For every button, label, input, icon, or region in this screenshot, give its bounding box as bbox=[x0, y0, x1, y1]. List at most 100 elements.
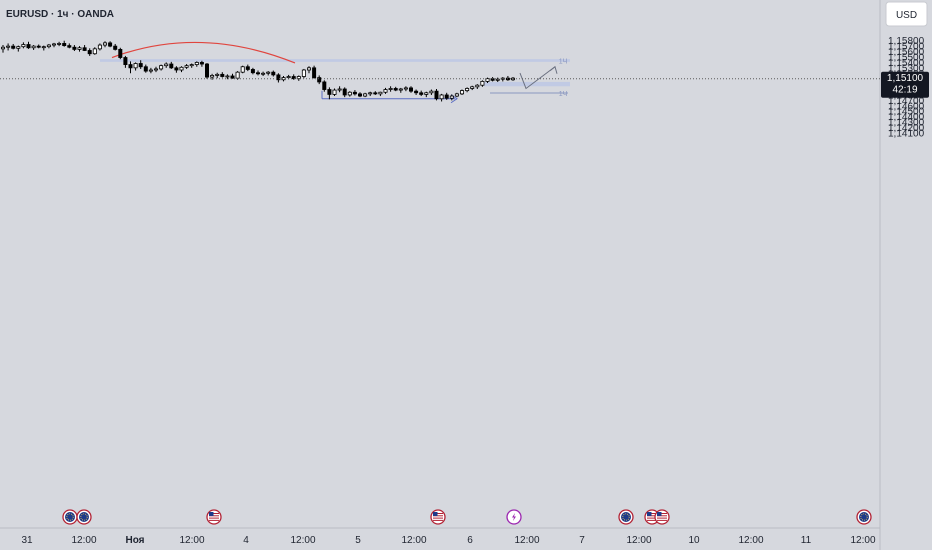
currency-button-box[interactable] bbox=[885, 1, 928, 27]
candle bbox=[327, 87, 332, 100]
current-price-label: 1,15100 bbox=[887, 73, 924, 84]
candle-body-down bbox=[434, 90, 439, 100]
arc-drawing[interactable] bbox=[111, 41, 296, 64]
candle bbox=[128, 61, 133, 74]
candle bbox=[368, 91, 373, 97]
price-tick-label: 1,14400 bbox=[888, 112, 925, 123]
candle bbox=[347, 91, 352, 97]
flash-event-icon[interactable] bbox=[506, 509, 522, 525]
candle-body-up bbox=[332, 89, 337, 95]
candle bbox=[21, 42, 26, 49]
currency-button-label[interactable]: USD bbox=[896, 10, 917, 21]
candle-body-up bbox=[480, 81, 485, 86]
candle bbox=[199, 60, 204, 67]
candle bbox=[424, 91, 429, 98]
candle-body-up bbox=[266, 71, 271, 74]
candle-body-up bbox=[398, 88, 403, 91]
candle bbox=[266, 71, 271, 76]
candle bbox=[337, 86, 342, 93]
candle bbox=[332, 88, 337, 97]
candle bbox=[271, 70, 276, 77]
candle-body-down bbox=[419, 92, 424, 95]
candle bbox=[204, 62, 209, 79]
time-tick-label: 12:00 bbox=[738, 535, 763, 546]
candle bbox=[342, 87, 347, 98]
lower-zone[interactable] bbox=[484, 81, 570, 87]
candle bbox=[470, 85, 475, 91]
eu-event-icon[interactable] bbox=[856, 509, 872, 525]
time-axis-bg bbox=[0, 528, 880, 550]
candle-body-down bbox=[123, 57, 128, 65]
drawings-layer: 1Ч 1Ч bbox=[100, 41, 570, 104]
price-tick-label: 1,15600 bbox=[888, 47, 925, 58]
eu-event-icon[interactable] bbox=[76, 509, 92, 525]
us-event-icon[interactable] bbox=[206, 509, 222, 525]
candle bbox=[388, 86, 393, 92]
candle-body-down bbox=[255, 72, 260, 75]
candle bbox=[179, 66, 184, 73]
current-price-box bbox=[881, 71, 929, 98]
candle-body-down bbox=[26, 44, 31, 49]
candle-body-up bbox=[429, 90, 434, 94]
candle bbox=[276, 73, 281, 83]
candle bbox=[352, 90, 357, 96]
candle bbox=[133, 62, 138, 71]
price-tick-label: 1,15700 bbox=[888, 42, 925, 53]
candle bbox=[31, 45, 36, 50]
us-event-icon[interactable] bbox=[654, 509, 670, 525]
forecast-arrow[interactable] bbox=[519, 66, 556, 90]
candle bbox=[245, 64, 250, 72]
upper-zone[interactable] bbox=[100, 59, 570, 62]
candle-body-up bbox=[485, 78, 490, 82]
candle bbox=[148, 67, 153, 74]
candle bbox=[225, 74, 230, 80]
candle-body-up bbox=[495, 78, 500, 81]
candle bbox=[82, 45, 87, 52]
candle-body-down bbox=[128, 64, 133, 69]
candle-body-down bbox=[327, 89, 332, 95]
candle-body-up bbox=[459, 90, 464, 95]
candle bbox=[429, 89, 434, 95]
candle bbox=[459, 89, 464, 95]
candle bbox=[153, 66, 158, 73]
candle bbox=[444, 92, 449, 100]
eu-stars-icon bbox=[860, 513, 868, 521]
candle bbox=[143, 64, 148, 73]
candle bbox=[449, 94, 454, 101]
eu-event-icon[interactable] bbox=[618, 509, 634, 525]
candle bbox=[62, 40, 67, 47]
candle-body-up bbox=[465, 88, 470, 92]
candle-body-up bbox=[184, 65, 189, 68]
candle bbox=[92, 47, 97, 55]
candle bbox=[103, 41, 108, 48]
candle-body-up bbox=[337, 88, 342, 91]
candle bbox=[408, 86, 413, 93]
us-event-icon[interactable] bbox=[430, 509, 446, 525]
candle bbox=[322, 80, 327, 92]
price-tick-label: 1,14600 bbox=[888, 101, 925, 112]
price-tick-label: 1,15800 bbox=[888, 36, 925, 47]
candle-body-up bbox=[363, 93, 368, 97]
candle bbox=[480, 80, 485, 87]
candle-body-down bbox=[276, 74, 281, 81]
time-tick-label: Ноя bbox=[125, 535, 144, 546]
candle bbox=[11, 43, 16, 50]
candle bbox=[291, 74, 296, 80]
time-tick-label: 12:00 bbox=[71, 535, 96, 546]
eu-event-icon[interactable] bbox=[62, 509, 78, 525]
time-axis[interactable]: 31 12:00 Ноя 12:00 4 12:00 5 12:00 6 12:00 7 12:00 1… bbox=[21, 535, 876, 546]
candle bbox=[414, 89, 419, 95]
price-tick-label: 1,14700 bbox=[888, 96, 925, 107]
candle-body-down bbox=[291, 76, 296, 80]
candle bbox=[261, 71, 266, 76]
candle bbox=[403, 86, 408, 92]
currency-button[interactable]: USD bbox=[885, 1, 928, 27]
us-flag-icon bbox=[657, 512, 662, 516]
candle-body-down bbox=[322, 81, 327, 90]
candle bbox=[220, 72, 225, 78]
candle bbox=[250, 67, 255, 75]
candle bbox=[312, 65, 317, 79]
eu-stars-icon bbox=[66, 513, 74, 521]
